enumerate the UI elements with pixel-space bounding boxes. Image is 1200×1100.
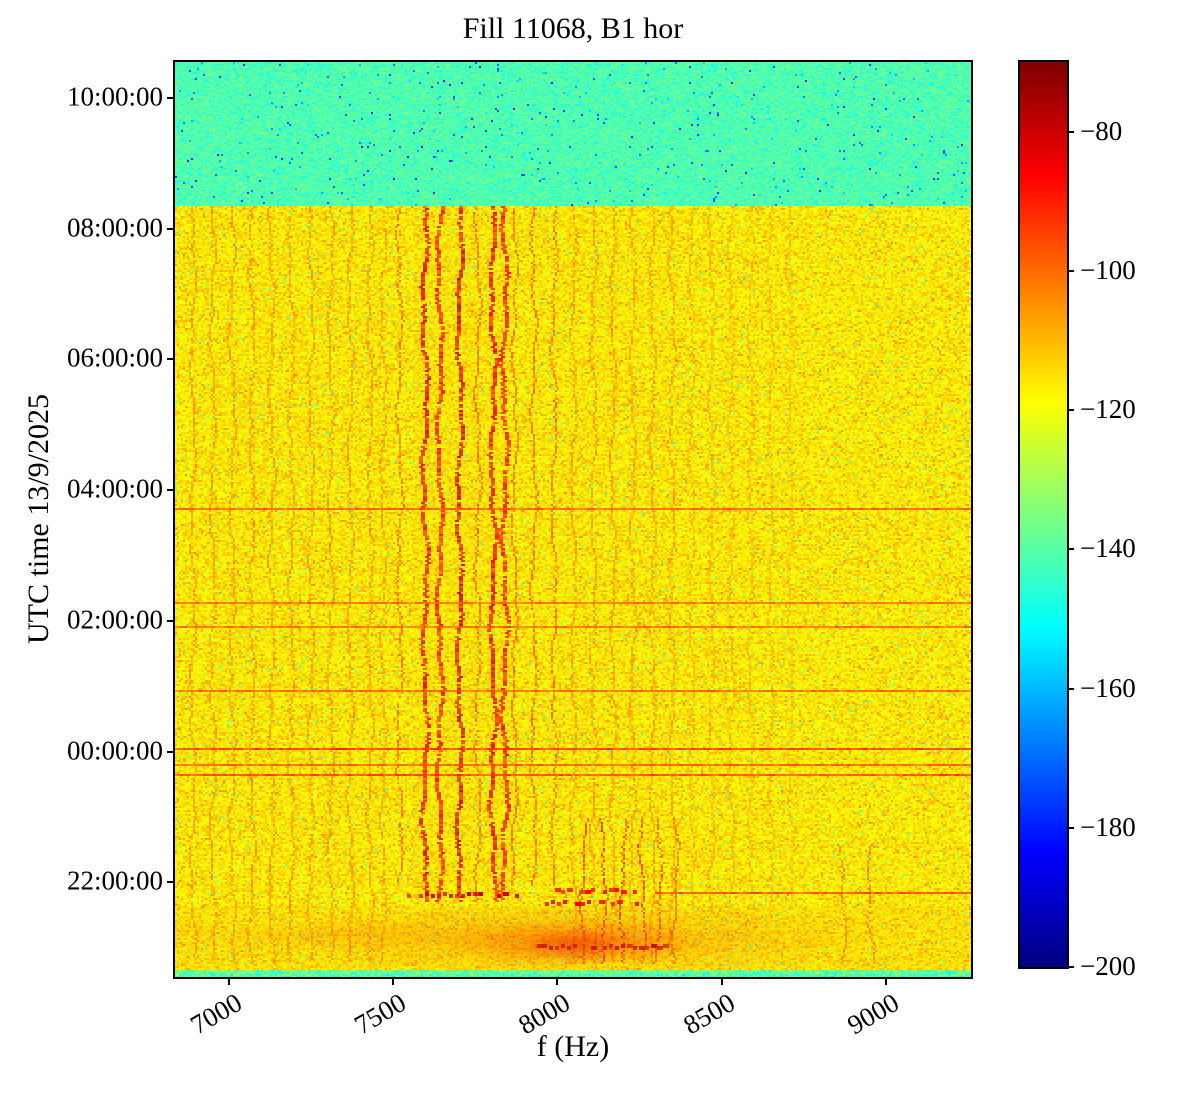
y-tick-label: 10:00:00	[66, 81, 163, 112]
y-tick	[167, 358, 175, 361]
plot-title: Fill 11068, B1 hor	[462, 12, 684, 45]
colorbar-tick	[1067, 130, 1074, 133]
colorbar-tick	[1067, 826, 1074, 829]
y-tick	[167, 96, 175, 99]
y-tick	[167, 750, 175, 753]
colorbar-tick-label: −160	[1080, 672, 1136, 703]
y-tick-label: 04:00:00	[66, 473, 163, 504]
colorbar-tick-label: −100	[1080, 254, 1136, 285]
colorbar-tick-label: −80	[1080, 115, 1123, 146]
x-tick	[720, 977, 723, 985]
y-tick-label: 22:00:00	[66, 865, 163, 896]
x-axis-label: f (Hz)	[536, 1030, 610, 1063]
colorbar-tick	[1067, 269, 1074, 272]
x-tick	[556, 977, 559, 985]
plot-border	[173, 60, 973, 979]
colorbar-tick-label: −140	[1080, 533, 1136, 564]
y-tick	[167, 619, 175, 622]
colorbar-tick-label: −180	[1080, 811, 1136, 842]
y-tick-label: 00:00:00	[66, 734, 163, 765]
y-tick-label: 08:00:00	[66, 212, 163, 243]
y-tick-label: 06:00:00	[66, 342, 163, 373]
colorbar-tick-label: −200	[1080, 950, 1136, 981]
y-tick	[167, 881, 175, 884]
colorbar-gradient	[1020, 62, 1067, 967]
spectrogram-heatmap	[175, 62, 971, 978]
x-tick	[228, 977, 231, 985]
colorbar-tick	[1067, 409, 1074, 412]
y-tick-label: 02:00:00	[66, 604, 163, 635]
colorbar-tick	[1067, 687, 1074, 690]
x-tick	[392, 977, 395, 985]
colorbar-border	[1018, 60, 1069, 969]
y-tick	[167, 489, 175, 492]
colorbar-tick	[1067, 548, 1074, 551]
y-tick	[167, 227, 175, 230]
colorbar-tick	[1067, 966, 1074, 968]
x-tick	[884, 977, 887, 985]
colorbar-tick-label: −120	[1080, 394, 1136, 425]
